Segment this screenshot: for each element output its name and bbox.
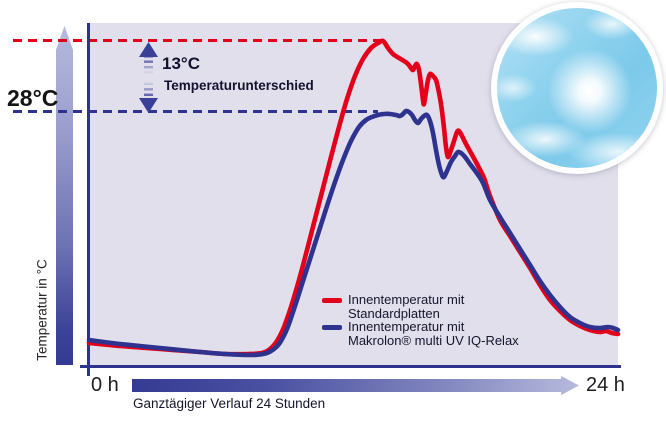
legend-label: Innentemperatur mit Standardplatten bbox=[348, 293, 464, 320]
temperature-difference-arrow bbox=[139, 42, 158, 113]
legend-item-standardplatten: Innentemperatur mit Standardplatten bbox=[322, 293, 522, 320]
legend: Innentemperatur mit Standardplatten Inne… bbox=[322, 293, 522, 347]
legend-line: Innentemperatur mit bbox=[348, 319, 465, 334]
x-axis-line bbox=[80, 365, 621, 368]
y-axis-label: Temperatur in °C bbox=[34, 259, 50, 361]
blue-28c-dashed-line bbox=[13, 110, 378, 113]
label-28c: 28°C bbox=[7, 85, 59, 111]
x-axis-start-label: 0 h bbox=[91, 374, 119, 396]
x-axis-gradient-arrow bbox=[132, 376, 579, 395]
red-peak-dashed-line bbox=[13, 39, 384, 42]
legend-label: Innentemperatur mit Makrolon® multi UV I… bbox=[348, 320, 519, 347]
legend-line: Makrolon® multi UV IQ-Relax bbox=[348, 332, 519, 348]
sun-icon bbox=[497, 8, 657, 168]
arrow-down-icon bbox=[139, 98, 158, 113]
label-13c: 13°C bbox=[162, 54, 200, 73]
legend-line: Standardplatten bbox=[348, 305, 440, 321]
y-axis-line bbox=[87, 23, 90, 376]
arrow-shaft bbox=[144, 55, 153, 100]
legend-swatch-blue bbox=[322, 325, 342, 330]
sun-sky-image bbox=[491, 2, 663, 174]
legend-item-makrolon: Innentemperatur mit Makrolon® multi UV I… bbox=[322, 320, 522, 347]
label-temperaturunterschied: Temperaturunterschied bbox=[164, 78, 314, 93]
curve-makrolon bbox=[86, 108, 621, 358]
legend-swatch-red bbox=[322, 298, 342, 303]
x-axis-caption: Ganztägiger Verlauf 24 Stunden bbox=[133, 396, 326, 411]
legend-line: Innentemperatur mit bbox=[348, 292, 465, 307]
x-axis-end-label: 24 h bbox=[586, 374, 625, 396]
